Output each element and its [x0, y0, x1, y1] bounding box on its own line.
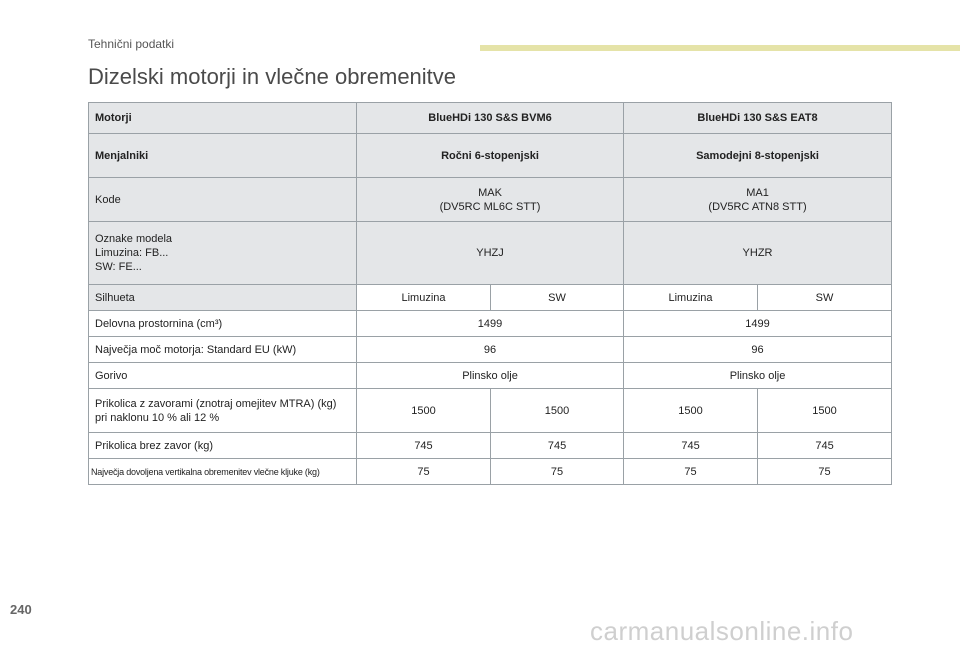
braked-trailer-value: 1500	[757, 388, 893, 433]
body-type-cell: Limuzina	[356, 284, 491, 311]
engine-1-name: BlueHDi 130 S&S BVM6	[355, 102, 625, 134]
models-label-line1: Oznake modela	[95, 233, 173, 245]
page-number: 240	[10, 602, 32, 617]
body-type-cell: SW	[489, 284, 625, 311]
table-row-power: Največja moč motorja: Standard EU (kW) 9…	[88, 336, 893, 363]
gearbox-2: Samodejni 8-stopenjski	[623, 133, 893, 178]
row-label-unbraked-trailer: Prikolica brez zavor (kg)	[88, 432, 357, 459]
row-label-power: Največja moč motorja: Standard EU (kW)	[88, 336, 357, 363]
nose-weight-value: 75	[356, 458, 491, 485]
table-row-models: Oznake modela Limuzina: FB... SW: FE... …	[88, 221, 893, 285]
power-2: 96	[623, 336, 893, 363]
unbraked-trailer-value: 745	[623, 432, 759, 459]
nose-weight-value: 75	[623, 458, 759, 485]
nose-weight-value: 75	[489, 458, 625, 485]
code-1-main: MAK	[478, 186, 502, 199]
table-row-braked-trailer: Prikolica z zavorami (znotraj omejitev M…	[88, 388, 893, 433]
code-1-cell: MAK (DV5RC ML6C STT)	[355, 177, 625, 222]
unbraked-trailer-value: 745	[757, 432, 893, 459]
braked-trailer-value: 1500	[489, 388, 625, 433]
braked-trailer-value: 1500	[356, 388, 491, 433]
table-row-body: Silhueta Limuzina SW Limuzina SW	[88, 284, 893, 311]
table-row-fuel: Gorivo Plinsko olje Plinsko olje	[88, 362, 893, 389]
row-label-body: Silhueta	[88, 284, 357, 311]
engine-spec-table: Motorji BlueHDi 130 S&S BVM6 BlueHDi 130…	[88, 102, 893, 485]
page-title: Dizelski motorji in vlečne obremenitve	[88, 64, 457, 89]
table-row-unbraked-trailer: Prikolica brez zavor (kg) 745 745 745 74…	[88, 432, 893, 459]
table-row-displacement: Delovna prostornina (cm³) 1499 1499	[88, 310, 893, 337]
nose-weight-value: 75	[757, 458, 893, 485]
code-2-cell: MA1 (DV5RC ATN8 STT)	[623, 177, 893, 222]
table-row-codes: Kode MAK (DV5RC ML6C STT) MA1 (DV5RC ATN…	[88, 177, 893, 222]
header-accent-bar	[480, 45, 960, 51]
row-label-models: Oznake modela Limuzina: FB... SW: FE...	[88, 221, 357, 285]
power-1: 96	[355, 336, 625, 363]
table-row-engines: Motorji BlueHDi 130 S&S BVM6 BlueHDi 130…	[88, 102, 893, 134]
table-row-gearbox: Menjalniki Ročni 6-stopenjski Samodejni …	[88, 133, 893, 178]
models-label-line3: SW: FE...	[95, 261, 142, 273]
unbraked-trailer-value: 745	[356, 432, 491, 459]
code-2-main: MA1	[746, 186, 769, 199]
unbraked-trailer-value: 745	[489, 432, 625, 459]
section-label: Tehnični podatki	[88, 37, 175, 51]
code-2-detail: (DV5RC ATN8 STT)	[708, 200, 807, 213]
fuel-1: Plinsko olje	[355, 362, 625, 389]
gearbox-1: Ročni 6-stopenjski	[355, 133, 625, 178]
braked-trailer-value: 1500	[623, 388, 759, 433]
displacement-2: 1499	[623, 310, 893, 337]
row-label-codes: Kode	[88, 177, 357, 222]
nose-weight-label: Največja dovoljena vertikalna obremenite…	[91, 466, 320, 477]
watermark: carmanualsonline.info	[590, 616, 854, 646]
row-label-displacement: Delovna prostornina (cm³)	[88, 310, 357, 337]
row-label-engines: Motorji	[88, 102, 357, 134]
body-type-cell: Limuzina	[623, 284, 759, 311]
body-type-cell: SW	[757, 284, 893, 311]
code-1-detail: (DV5RC ML6C STT)	[439, 200, 541, 213]
row-label-gearbox: Menjalniki	[88, 133, 357, 178]
displacement-1: 1499	[355, 310, 625, 337]
row-label-fuel: Gorivo	[88, 362, 357, 389]
model-code-1: YHZJ	[355, 221, 625, 285]
row-label-braked-trailer: Prikolica z zavorami (znotraj omejitev M…	[88, 388, 357, 433]
engine-2-name: BlueHDi 130 S&S EAT8	[623, 102, 893, 134]
table-row-nose-weight: Največja dovoljena vertikalna obremenite…	[88, 458, 893, 485]
fuel-2: Plinsko olje	[623, 362, 893, 389]
models-label-line2: Limuzina: FB...	[95, 247, 169, 259]
row-label-nose-weight: Največja dovoljena vertikalna obremenite…	[88, 458, 357, 485]
braked-label-line1: Prikolica z zavorami (znotraj omejitev M…	[95, 397, 337, 410]
model-code-2: YHZR	[623, 221, 893, 285]
braked-label-line2: pri naklonu 10 % ali 12 %	[95, 411, 220, 424]
